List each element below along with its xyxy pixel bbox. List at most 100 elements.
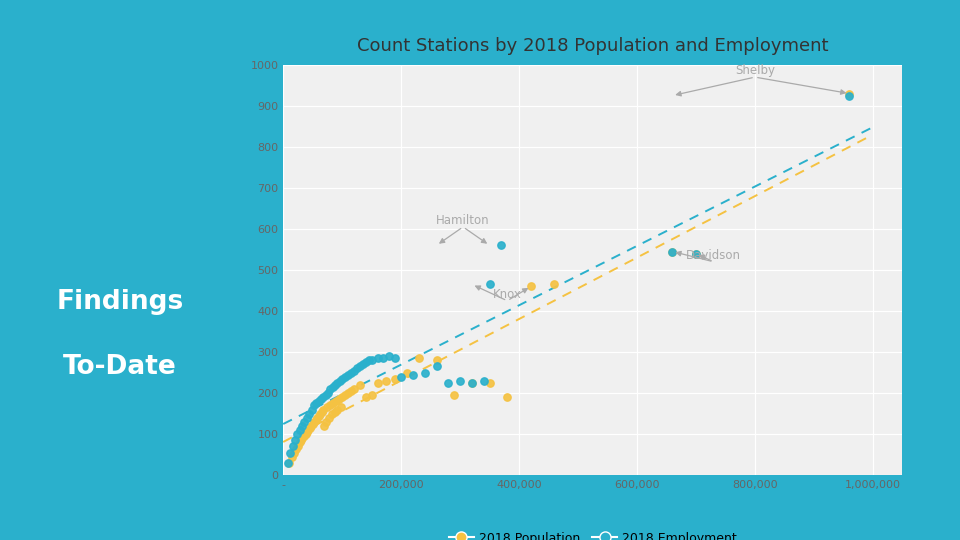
Point bbox=[280, 458, 296, 467]
Point bbox=[465, 379, 480, 387]
Point bbox=[301, 409, 317, 418]
Text: Knox: Knox bbox=[492, 288, 521, 301]
Point bbox=[411, 354, 426, 362]
Point bbox=[325, 399, 341, 408]
Point bbox=[547, 280, 563, 289]
Point bbox=[300, 428, 315, 436]
Point bbox=[290, 442, 305, 451]
Point bbox=[325, 383, 341, 391]
Point bbox=[370, 354, 385, 362]
Point bbox=[332, 376, 348, 385]
Point bbox=[297, 417, 312, 426]
Point bbox=[361, 356, 376, 364]
Point bbox=[333, 403, 348, 412]
Point bbox=[388, 354, 403, 362]
Point bbox=[285, 442, 300, 451]
Point bbox=[323, 401, 338, 410]
Point bbox=[378, 376, 394, 385]
Point bbox=[300, 414, 315, 422]
Point bbox=[664, 247, 680, 256]
Point bbox=[290, 430, 305, 438]
Point bbox=[364, 356, 379, 364]
Point bbox=[314, 407, 329, 416]
Point bbox=[318, 391, 333, 400]
Legend: 2018 Population, 2018 Employment: 2018 Population, 2018 Employment bbox=[444, 526, 742, 540]
Point bbox=[347, 366, 362, 375]
Point bbox=[344, 387, 359, 395]
Point bbox=[296, 432, 311, 441]
Text: Hamilton: Hamilton bbox=[436, 214, 490, 227]
Point bbox=[355, 360, 371, 369]
Point bbox=[405, 370, 420, 379]
Point bbox=[281, 458, 297, 467]
Point bbox=[303, 405, 319, 414]
Point bbox=[322, 414, 337, 422]
Point bbox=[282, 448, 298, 457]
Text: Data Analysis: Data Analysis bbox=[229, 213, 244, 327]
Point bbox=[338, 373, 353, 381]
Title: Count Stations by 2018 Population and Employment: Count Stations by 2018 Population and Em… bbox=[357, 37, 828, 55]
Point bbox=[305, 420, 321, 428]
Point bbox=[289, 444, 304, 453]
Point bbox=[370, 379, 385, 387]
Point bbox=[300, 426, 316, 434]
Point bbox=[394, 373, 409, 381]
Point bbox=[308, 399, 324, 408]
Point bbox=[318, 417, 333, 426]
Text: Findings: Findings bbox=[57, 289, 183, 315]
Point bbox=[429, 356, 444, 364]
Point bbox=[292, 438, 307, 447]
Point bbox=[302, 424, 318, 433]
Point bbox=[493, 241, 509, 249]
Point bbox=[441, 379, 456, 387]
Point bbox=[664, 247, 680, 256]
Point bbox=[316, 393, 331, 402]
Point bbox=[284, 453, 300, 461]
Point bbox=[308, 415, 324, 424]
Point bbox=[352, 381, 368, 389]
Point bbox=[688, 249, 704, 258]
Point bbox=[341, 370, 356, 379]
Point bbox=[338, 391, 353, 400]
Point bbox=[328, 397, 344, 406]
Point bbox=[476, 376, 492, 385]
Point bbox=[523, 282, 539, 291]
Point bbox=[347, 384, 362, 393]
Point bbox=[399, 368, 415, 377]
Point bbox=[303, 422, 319, 430]
Point bbox=[287, 436, 302, 444]
Point bbox=[292, 426, 307, 434]
Point bbox=[388, 374, 403, 383]
Point bbox=[306, 417, 322, 426]
Point bbox=[330, 405, 346, 414]
Point bbox=[310, 414, 325, 422]
Point bbox=[352, 362, 368, 371]
Point bbox=[327, 381, 343, 389]
Point bbox=[311, 397, 326, 406]
Point bbox=[317, 422, 332, 430]
Point bbox=[382, 352, 397, 361]
Point bbox=[842, 91, 857, 100]
Point bbox=[324, 409, 339, 418]
Point bbox=[295, 434, 310, 443]
Point bbox=[295, 422, 310, 430]
Point bbox=[358, 393, 373, 402]
Point bbox=[320, 403, 335, 412]
Point bbox=[330, 379, 346, 387]
Point bbox=[306, 401, 322, 410]
Point bbox=[323, 384, 338, 393]
Point bbox=[344, 368, 359, 377]
Point bbox=[688, 249, 704, 258]
Point bbox=[341, 389, 356, 397]
Point bbox=[499, 393, 515, 402]
Point bbox=[286, 448, 301, 457]
Point bbox=[331, 395, 347, 403]
Point bbox=[312, 409, 327, 418]
Point bbox=[311, 411, 326, 420]
Text: Shelby: Shelby bbox=[735, 64, 775, 77]
Text: To-Date: To-Date bbox=[63, 354, 177, 380]
Point bbox=[334, 374, 349, 383]
Point bbox=[327, 407, 343, 416]
Point bbox=[334, 393, 349, 402]
Text: Davidson: Davidson bbox=[686, 249, 741, 262]
